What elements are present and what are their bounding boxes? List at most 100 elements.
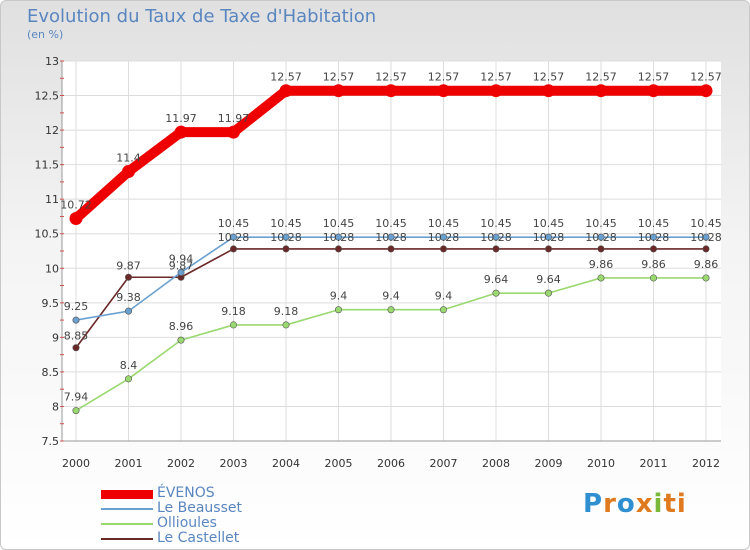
data-point-ollioules: [702, 274, 710, 282]
data-label-le-beausset: 10.45: [533, 217, 565, 230]
data-label-le-castellet: 9.87: [169, 259, 194, 272]
data-label-le-castellet: 10.28: [428, 231, 460, 244]
data-label-le-castellet: 10.28: [375, 231, 407, 244]
data-point-le-castellet: [230, 245, 238, 253]
data-point-le-beausset: [334, 233, 342, 241]
data-label-le-beausset: 10.45: [218, 217, 250, 230]
y-axis-unit-label: (en %): [27, 28, 64, 41]
y-tick-label: 8: [52, 400, 59, 413]
data-point-evenos: [647, 84, 660, 98]
y-tick-label: 12.5: [35, 90, 60, 103]
data-point-ollioules: [439, 306, 447, 314]
data-label-evenos: 12.57: [533, 71, 565, 84]
y-tick-label: 9.5: [42, 297, 60, 310]
data-point-le-castellet: [702, 245, 710, 253]
data-point-le-castellet: [597, 245, 605, 253]
logo-letter: r: [603, 489, 617, 519]
x-tick-label: 2007: [430, 457, 458, 470]
legend-label-ollioules: Ollioules: [157, 515, 217, 531]
data-label-le-beausset: 10.45: [690, 217, 722, 230]
data-label-le-castellet: 10.28: [585, 231, 617, 244]
data-point-ollioules: [230, 321, 238, 329]
x-tick-label: 2005: [325, 457, 353, 470]
data-point-ollioules: [177, 336, 185, 344]
data-point-le-castellet: [387, 245, 395, 253]
data-labels: 10.72 11.4 11.97 11.97 12.57 12.57 12.57 12.57 1…: [60, 71, 722, 404]
data-point-evenos: [384, 84, 398, 98]
data-label-le-beausset: 10.45: [270, 217, 302, 230]
logo-letter: ti: [663, 489, 687, 519]
data-point-ollioules: [125, 375, 133, 383]
y-tick-label: 11: [45, 193, 59, 206]
data-label-evenos: 12.57: [480, 71, 512, 84]
data-label-ollioules: 9.4: [382, 290, 400, 303]
data-point-ollioules: [597, 274, 605, 282]
data-point-le-beausset: [439, 233, 447, 241]
data-point-evenos: [542, 84, 555, 98]
data-point-le-castellet: [125, 273, 133, 281]
x-tick-label: 2012: [692, 457, 720, 470]
data-label-le-castellet: 10.28: [480, 231, 512, 244]
data-label-ollioules: 9.4: [435, 290, 453, 303]
data-label-le-castellet: 9.87: [116, 259, 141, 272]
data-point-le-beausset: [597, 233, 605, 241]
legend-swatch-le-beausset: [101, 508, 153, 510]
legend-swatch-le-castellet: [101, 538, 153, 540]
data-point-le-beausset: [492, 233, 500, 241]
x-tick-label: 2002: [167, 457, 195, 470]
data-label-le-castellet: 10.28: [323, 231, 355, 244]
x-tick-label: 2008: [482, 457, 510, 470]
data-point-le-beausset: [230, 233, 238, 241]
data-label-le-beausset: 9.25: [64, 300, 89, 313]
data-label-le-beausset: 10.45: [428, 217, 460, 230]
data-label-le-beausset: 9.94: [169, 252, 194, 265]
data-label-evenos: 12.57: [638, 71, 670, 84]
y-tick-label: 9: [52, 331, 59, 344]
data-label-evenos: 12.57: [690, 71, 722, 84]
x-tick-label: 2009: [535, 457, 563, 470]
data-label-le-castellet: 10.28: [533, 231, 565, 244]
data-label-evenos: 11.4: [116, 152, 141, 165]
data-label-evenos: 12.57: [323, 71, 355, 84]
chart-title: Evolution du Taux de Taxe d'Habitation: [27, 6, 377, 27]
data-point-le-castellet: [282, 245, 290, 253]
y-tick-label: 7.5: [42, 435, 60, 448]
data-point-le-beausset: [544, 233, 552, 241]
legend-label-le-castellet: Le Castellet: [157, 530, 240, 546]
data-label-ollioules: 9.64: [536, 273, 561, 286]
data-point-ollioules: [649, 274, 657, 282]
legend-label-le-beausset: Le Beausset: [157, 500, 242, 516]
logo-letter: P: [583, 489, 604, 519]
data-point-le-castellet: [649, 245, 657, 253]
data-label-le-castellet: 8.85: [64, 330, 89, 343]
data-label-evenos: 11.97: [165, 112, 197, 125]
data-point-evenos: [122, 165, 135, 179]
data-label-ollioules: 9.86: [589, 258, 614, 271]
x-tick-label: 2011: [640, 457, 668, 470]
data-point-evenos: [227, 125, 240, 139]
data-point-ollioules: [492, 289, 500, 297]
data-point-le-castellet: [544, 245, 552, 253]
logo-letter: x: [635, 489, 654, 519]
legend-label-evenos: ÉVENOS: [157, 485, 215, 501]
data-label-le-beausset: 10.45: [323, 217, 355, 230]
data-label-ollioules: 9.86: [641, 258, 666, 271]
logo-letter: i: [653, 489, 664, 519]
data-label-evenos: 12.57: [585, 71, 617, 84]
proxiti-logo: Proxiti: [583, 489, 687, 519]
x-tick-label: 2000: [62, 457, 90, 470]
series-group: [69, 84, 713, 415]
data-point-evenos: [332, 84, 345, 98]
data-point-le-beausset: [282, 233, 290, 241]
data-label-ollioules: 8.96: [169, 320, 194, 333]
data-label-evenos: 11.97: [218, 112, 250, 125]
data-point-le-castellet: [334, 245, 342, 253]
data-point-le-castellet: [72, 344, 80, 352]
data-label-le-castellet: 10.28: [270, 231, 302, 244]
data-label-ollioules: 7.94: [64, 391, 89, 404]
data-label-ollioules: 9.64: [484, 273, 509, 286]
x-tick-label: 2006: [377, 457, 405, 470]
data-label-ollioules: 8.4: [120, 359, 138, 372]
